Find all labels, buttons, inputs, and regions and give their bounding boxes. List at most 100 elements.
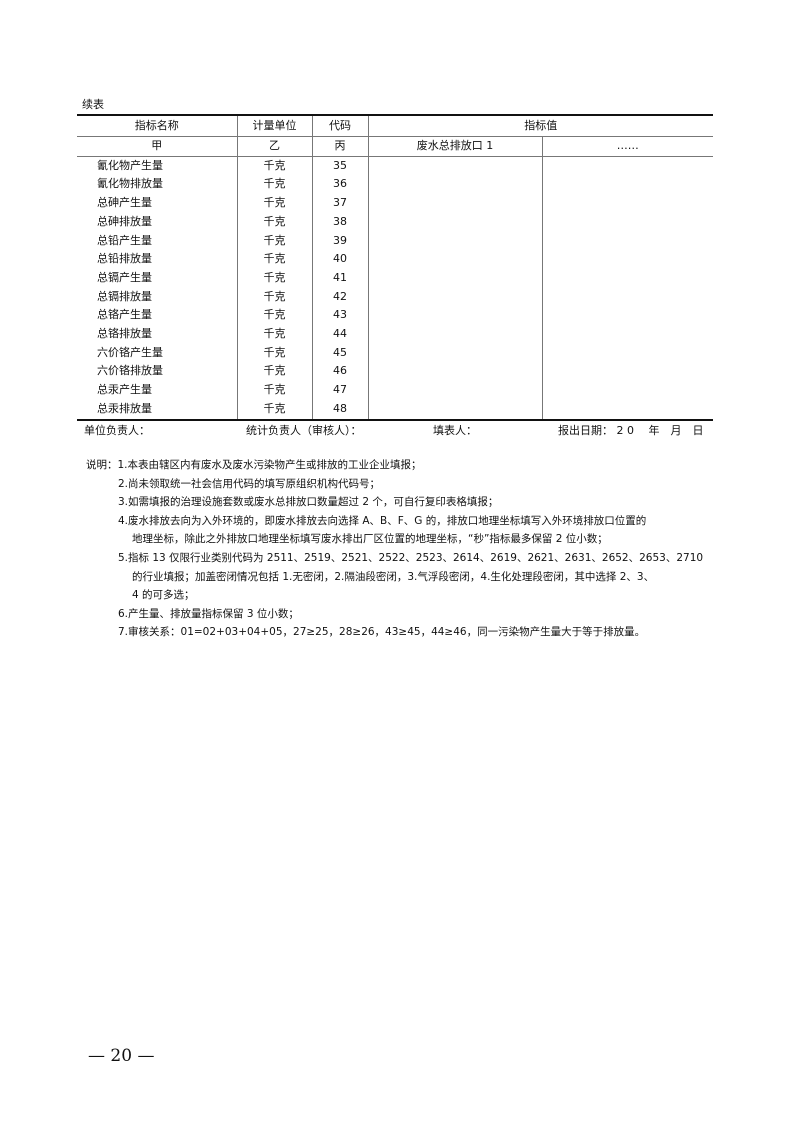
page-number: — 20 — (88, 1046, 155, 1066)
value-cell-more[interactable] (541, 399, 713, 420)
code-cell: 39 (311, 231, 368, 251)
value-cell-more[interactable] (541, 194, 713, 213)
code-cell: 44 (311, 325, 368, 344)
unit-cell: 千克 (236, 362, 312, 382)
name-cell: 六价铬产生量 (97, 345, 163, 359)
unit-cell: 千克 (236, 325, 312, 344)
subheader-jia: 甲 (77, 136, 237, 157)
name-cell: 氰化物排放量 (97, 177, 163, 191)
table-row: 氰化物排放量 千克 36 (77, 175, 713, 195)
signature-footer: 单位负责人： 统计负责人（审核人）： 填表人： 报出日期： 2 0 年 月 日 (84, 422, 714, 440)
value-cell-outlet-1[interactable] (367, 156, 542, 176)
note-line: 4 的可多选； (132, 589, 195, 602)
code-cell: 37 (311, 194, 368, 213)
note-line: 4.废水排放去向为入外环境的，即废水排放去向选择 A、B、F、G 的，排放口地理… (118, 514, 647, 527)
table-row: 总砷产生量 千克 37 (77, 194, 713, 213)
value-cell-outlet-1[interactable] (367, 212, 542, 232)
name-cell: 总铅排放量 (97, 252, 152, 266)
value-cell-more[interactable] (541, 362, 713, 382)
code-cell: 47 (311, 381, 368, 400)
table-row: 总铬排放量 千克 44 (77, 325, 713, 344)
table-row: 六价铬排放量 千克 46 (77, 362, 713, 382)
value-cell-more[interactable] (541, 156, 713, 176)
report-date-label: 报出日期： 2 0 年 月 日 (558, 424, 704, 437)
note-line: 的行业填报；加盖密闭情况包括 1.无密闭，2.隔油段密闭，3.气浮段密闭，4.生… (132, 570, 655, 583)
note-line: 3.如需填报的治理设施套数或废水总排放口数量超过 2 个，可自行复印表格填报； (118, 496, 499, 509)
code-cell: 43 (311, 306, 368, 326)
value-cell-outlet-1[interactable] (367, 381, 542, 400)
note-line: 2.尚未领取统一社会信用代码的填写原组织机构代码号； (118, 477, 381, 490)
value-cell-outlet-1[interactable] (367, 231, 542, 251)
code-cell: 36 (311, 175, 368, 195)
table-row: 总铅排放量 千克 40 (77, 250, 713, 269)
code-cell: 40 (311, 250, 368, 269)
value-cell-outlet-1[interactable] (367, 287, 542, 307)
code-cell: 48 (311, 399, 368, 420)
code-cell: 42 (311, 287, 368, 307)
name-cell: 总铅产生量 (97, 233, 152, 247)
subheader-more: …… (541, 136, 713, 157)
unit-cell: 千克 (236, 268, 312, 288)
name-cell: 总砷排放量 (97, 214, 152, 228)
value-cell-more[interactable] (541, 250, 713, 269)
unit-cell: 千克 (236, 250, 312, 269)
note-line: 说明：1.本表由辖区内有废水及废水污染物产生或排放的工业企业填报； (86, 459, 422, 471)
filler-label: 填表人： (433, 424, 477, 437)
value-cell-more[interactable] (541, 175, 713, 195)
code-cell: 46 (311, 362, 368, 382)
unit-cell: 千克 (236, 175, 312, 195)
unit-cell: 千克 (236, 156, 312, 176)
name-cell: 总铬产生量 (97, 308, 152, 322)
table-caption: 续表 (82, 98, 104, 111)
code-cell: 41 (311, 268, 368, 288)
name-cell: 总镉排放量 (97, 289, 152, 303)
note-line: 5.指标 13 仅限行业类别代码为 2511、2519、2521、2522、25… (118, 551, 704, 564)
unit-cell: 千克 (236, 343, 312, 363)
unit-cell: 千克 (236, 231, 312, 251)
name-cell: 总汞排放量 (97, 401, 152, 415)
name-cell: 总汞产生量 (97, 383, 152, 397)
note-line: 7.审核关系：01=02+03+04+05，27≥25，28≥26，43≥45，… (118, 626, 646, 639)
pollutant-table: 指标名称 计量单位 代码 指标值 甲 乙 丙 废水总排放口 1 …… 氰化物产生… (77, 114, 713, 421)
table-row: 氰化物产生量 千克 35 (77, 156, 713, 176)
value-cell-outlet-1[interactable] (367, 343, 542, 363)
code-cell: 38 (311, 212, 368, 232)
name-cell: 总砷产生量 (97, 196, 152, 210)
value-cell-more[interactable] (541, 231, 713, 251)
value-cell-outlet-1[interactable] (367, 399, 542, 420)
header-name: 指标名称 (77, 115, 237, 137)
table-row: 总砷排放量 千克 38 (77, 212, 713, 232)
unit-cell: 千克 (236, 287, 312, 307)
value-cell-outlet-1[interactable] (367, 250, 542, 269)
unit-head-label: 单位负责人： (84, 424, 150, 437)
name-cell: 六价铬排放量 (97, 364, 163, 378)
value-cell-more[interactable] (541, 381, 713, 400)
header-unit: 计量单位 (236, 115, 312, 137)
value-cell-outlet-1[interactable] (367, 175, 542, 195)
note-line: 地理坐标，除此之外排放口地理坐标填写废水排出厂区位置的地理坐标，“秒”指标最多保… (132, 533, 608, 546)
value-cell-outlet-1[interactable] (367, 362, 542, 382)
table-row: 总镉产生量 千克 41 (77, 268, 713, 288)
stat-head-label: 统计负责人（审核人）： (246, 424, 362, 437)
value-cell-more[interactable] (541, 268, 713, 288)
table-row: 总汞产生量 千克 47 (77, 381, 713, 400)
value-cell-more[interactable] (541, 325, 713, 344)
unit-cell: 千克 (236, 399, 312, 420)
header-code: 代码 (311, 115, 368, 137)
value-cell-more[interactable] (541, 306, 713, 326)
value-cell-more[interactable] (541, 212, 713, 232)
name-cell: 氰化物产生量 (97, 158, 163, 172)
table-row: 总镉排放量 千克 42 (77, 287, 713, 307)
value-cell-outlet-1[interactable] (367, 194, 542, 213)
value-cell-outlet-1[interactable] (367, 306, 542, 326)
value-cell-more[interactable] (541, 343, 713, 363)
value-cell-outlet-1[interactable] (367, 325, 542, 344)
name-cell: 总铬排放量 (97, 327, 152, 341)
subheader-bing: 丙 (311, 136, 368, 157)
name-cell: 总镉产生量 (97, 270, 152, 284)
value-cell-more[interactable] (541, 287, 713, 307)
table-row: 总铬产生量 千克 43 (77, 306, 713, 326)
code-cell: 35 (311, 156, 368, 176)
value-cell-outlet-1[interactable] (367, 268, 542, 288)
unit-cell: 千克 (236, 381, 312, 400)
